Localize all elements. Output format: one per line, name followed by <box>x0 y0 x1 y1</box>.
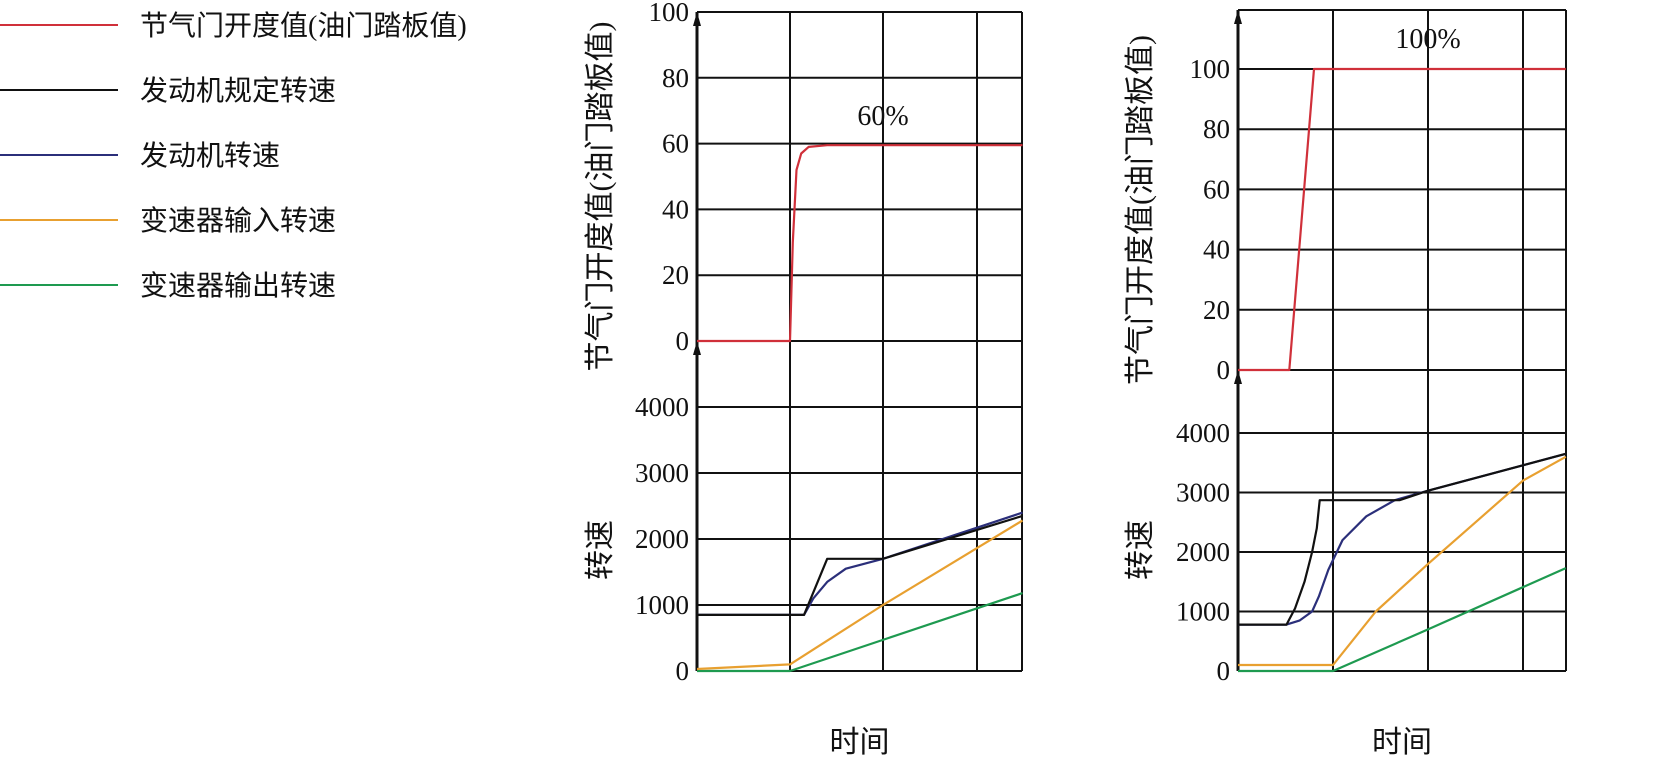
legend-label: 变速器输入转速 <box>140 205 336 237</box>
legend-label: 节气门开度值(油门踏板值) <box>140 10 467 42</box>
y-tick-label: 100 <box>1190 54 1231 84</box>
y-tick-label: 100 <box>649 0 690 27</box>
y-tick-label: 0 <box>676 656 690 686</box>
series-trans_input_rpm <box>696 519 1024 671</box>
series-target_rpm <box>697 514 1023 617</box>
legend-label: 发动机转速 <box>140 140 280 172</box>
axis-arrow <box>693 12 701 26</box>
y-tick-label: 80 <box>1203 114 1230 144</box>
y-tick-label: 20 <box>662 260 689 290</box>
series-trans_output_rpm <box>697 592 1023 673</box>
y-tick-label: 2000 <box>1176 537 1230 567</box>
y-tick-label: 1000 <box>635 590 689 620</box>
legend-item: 发动机转速 <box>0 140 280 172</box>
y-tick-label: 40 <box>662 194 689 224</box>
series-target_rpm <box>1238 452 1567 626</box>
y-tick-label: 40 <box>1203 235 1230 265</box>
axis-arrow <box>1234 10 1242 24</box>
legend-label: 发动机规定转速 <box>140 75 336 107</box>
series-trans_output_rpm <box>1238 567 1567 673</box>
series-trans_input_rpm <box>1238 455 1567 667</box>
annotation-label: 60% <box>857 101 908 132</box>
y-tick-label: 60 <box>1203 174 1230 204</box>
axis-arrow <box>693 341 701 355</box>
y-tick-label: 4000 <box>1176 418 1230 448</box>
series-throttle <box>1238 67 1566 372</box>
y-tick-label: 20 <box>1203 295 1230 325</box>
y-axis-label-lower: 转速 <box>584 520 617 580</box>
y-tick-label: 3000 <box>1176 478 1230 508</box>
y-axis-label-lower: 转速 <box>1124 520 1157 580</box>
y-axis-label-upper: 节气门开度值(油门踏板值) <box>584 22 617 372</box>
series-engine_rpm <box>697 511 1023 617</box>
y-tick-label: 0 <box>1217 355 1231 385</box>
y-tick-label: 0 <box>676 326 690 356</box>
annotation-label: 100% <box>1395 24 1460 55</box>
series-throttle <box>697 144 1023 343</box>
legend-item: 变速器输出转速 <box>0 270 336 302</box>
x-axis-label: 时间 <box>1372 726 1432 759</box>
legend-item: 变速器输入转速 <box>0 205 336 237</box>
y-tick-label: 3000 <box>635 458 689 488</box>
y-tick-label: 80 <box>662 63 689 93</box>
chart-1: 0204060801000100020003000400060%时间节气门开度值… <box>584 0 1024 759</box>
y-tick-label: 4000 <box>635 392 689 422</box>
y-tick-label: 2000 <box>635 524 689 554</box>
y-tick-label: 1000 <box>1176 597 1230 627</box>
legend-item: 节气门开度值(油门踏板值) <box>0 10 467 42</box>
axis-arrow <box>1234 370 1242 384</box>
y-tick-label: 0 <box>1217 656 1231 686</box>
chart-2: 02040608010001000200030004000100%时间节气门开度… <box>1124 9 1567 759</box>
legend-label: 变速器输出转速 <box>140 270 336 302</box>
y-axis-label-upper: 节气门开度值(油门踏板值) <box>1124 35 1157 385</box>
series-engine_rpm <box>1238 452 1567 626</box>
x-axis-label: 时间 <box>830 726 890 759</box>
y-tick-label: 60 <box>662 129 689 159</box>
legend-item: 发动机规定转速 <box>0 75 336 107</box>
